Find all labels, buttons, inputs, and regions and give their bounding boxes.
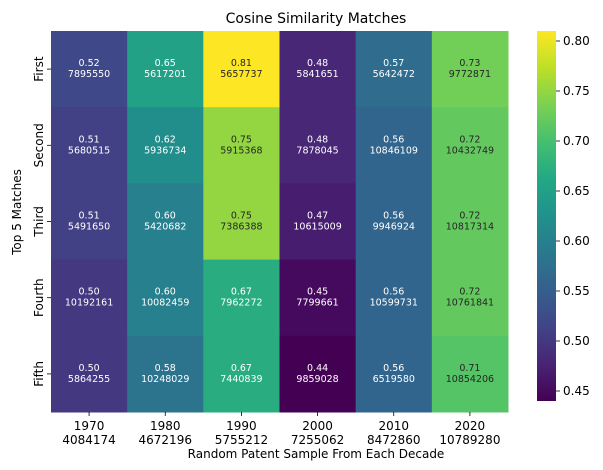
x-tick-label: 1990 — [226, 419, 257, 433]
colorbar-tick-label: 0.60 — [563, 234, 590, 248]
colorbar-gradient — [537, 31, 556, 401]
colorbar: 0.45 0.50 0.55 0.60 0.65 0.70 0.75 0.80 — [537, 31, 590, 401]
cell-value-label: 0.48 — [307, 58, 328, 69]
cell-match-id-label: 7799661 — [296, 298, 338, 309]
cell-value-label: 0.72 — [459, 211, 480, 222]
x-axis-label: Random Patent Sample From Each Decade — [188, 447, 445, 461]
colorbar-tick-label: 0.55 — [563, 284, 590, 298]
cell-match-id-label: 5915368 — [220, 145, 262, 156]
x-tick-sublabel: 4084174 — [62, 433, 115, 447]
cell-value-label: 0.51 — [79, 134, 100, 145]
cell-match-id-label: 7878045 — [296, 145, 338, 156]
cell-value-label: 0.60 — [155, 287, 176, 298]
cell-match-id-label: 5936734 — [144, 145, 186, 156]
cell-value-label: 0.51 — [79, 211, 100, 222]
cell-match-id-label: 10817314 — [446, 222, 494, 233]
colorbar-tick-label: 0.45 — [563, 384, 590, 398]
cell-match-id-label: 7895550 — [68, 69, 110, 80]
cell-value-label: 0.52 — [79, 58, 100, 69]
x-tick-label: 1980 — [150, 419, 181, 433]
y-tick-label: Second — [32, 123, 46, 167]
cell-match-id-label: 5657737 — [220, 69, 262, 80]
cell-value-label: 0.81 — [231, 58, 252, 69]
cell-value-label: 0.56 — [383, 363, 404, 374]
cell-value-label: 0.57 — [383, 58, 404, 69]
cell-match-id-label: 9859028 — [296, 374, 338, 385]
cell-match-id-label: 6519580 — [373, 374, 415, 385]
cell-value-label: 0.58 — [155, 363, 176, 374]
cell-value-label: 0.65 — [155, 58, 176, 69]
x-tick-sublabel: 8472860 — [367, 433, 420, 447]
x-axis: 19704084174 19804672196 19905755212 2000725… — [62, 412, 500, 447]
cell-match-id-label: 5864255 — [68, 374, 110, 385]
y-tick-label: Fourth — [32, 278, 46, 317]
x-tick-label: 2000 — [302, 419, 333, 433]
colorbar-tick-label: 0.80 — [563, 34, 590, 48]
cell-match-id-label: 10082459 — [141, 298, 189, 309]
y-tick-label: Fifth — [32, 361, 46, 387]
cell-value-label: 0.56 — [383, 287, 404, 298]
cell-match-id-label: 5420682 — [144, 222, 186, 233]
x-tick-label: 2010 — [378, 419, 409, 433]
colorbar-tick-label: 0.65 — [563, 184, 590, 198]
colorbar-tick-label: 0.70 — [563, 134, 590, 148]
cell-value-label: 0.56 — [383, 211, 404, 222]
cell-value-label: 0.75 — [231, 134, 252, 145]
cell-match-id-label: 7962272 — [220, 298, 262, 309]
y-axis-label: Top 5 Matches — [10, 169, 24, 256]
cell-value-label: 0.44 — [307, 363, 328, 374]
cell-value-label: 0.50 — [79, 363, 100, 374]
cell-match-id-label: 5841651 — [296, 69, 338, 80]
cell-value-label: 0.67 — [231, 287, 252, 298]
cell-match-id-label: 10854206 — [446, 374, 494, 385]
cell-match-id-label: 10761841 — [446, 298, 494, 309]
cell-match-id-label: 9946924 — [373, 222, 415, 233]
cell-match-id-label: 5680515 — [68, 145, 110, 156]
x-tick-sublabel: 4672196 — [139, 433, 192, 447]
chart-title: Cosine Similarity Matches — [226, 11, 407, 27]
cell-value-label: 0.47 — [307, 211, 328, 222]
cell-value-label: 0.73 — [459, 58, 480, 69]
cell-value-label: 0.67 — [231, 363, 252, 374]
cell-match-id-label: 10248029 — [141, 374, 189, 385]
cell-match-id-label: 10192161 — [65, 298, 113, 309]
x-tick-label: 2020 — [455, 419, 486, 433]
y-tick-label: First — [32, 56, 46, 82]
x-tick-sublabel: 7255062 — [291, 433, 344, 447]
cell-value-label: 0.71 — [459, 363, 480, 374]
cell-match-id-label: 10432749 — [446, 145, 494, 156]
cell-value-label: 0.72 — [459, 134, 480, 145]
x-tick-label: 1970 — [74, 419, 105, 433]
cell-value-label: 0.60 — [155, 211, 176, 222]
cell-value-label: 0.56 — [383, 134, 404, 145]
cell-match-id-label: 9772871 — [449, 69, 491, 80]
cell-value-label: 0.48 — [307, 134, 328, 145]
cell-value-label: 0.45 — [307, 287, 328, 298]
cell-match-id-label: 7440839 — [220, 374, 262, 385]
y-axis: First Second Third Fourth Fifth — [32, 56, 51, 387]
colorbar-tick-label: 0.50 — [563, 334, 590, 348]
cell-match-id-label: 5617201 — [144, 69, 186, 80]
heatmap-cells — [51, 31, 509, 413]
cell-match-id-label: 7386388 — [220, 222, 262, 233]
cell-match-id-label: 10615009 — [293, 222, 341, 233]
cell-value-label: 0.72 — [459, 287, 480, 298]
x-tick-sublabel: 5755212 — [215, 433, 268, 447]
cell-match-id-label: 5491650 — [68, 222, 110, 233]
cell-match-id-label: 10599731 — [370, 298, 418, 309]
y-tick-label: Third — [32, 206, 46, 238]
colorbar-tick-label: 0.75 — [563, 84, 590, 98]
cell-value-label: 0.50 — [79, 287, 100, 298]
x-tick-sublabel: 10789280 — [439, 433, 500, 447]
cell-match-id-label: 5642472 — [373, 69, 415, 80]
cell-match-id-label: 10846109 — [370, 145, 418, 156]
cell-value-label: 0.62 — [155, 134, 176, 145]
cell-value-label: 0.75 — [231, 211, 252, 222]
